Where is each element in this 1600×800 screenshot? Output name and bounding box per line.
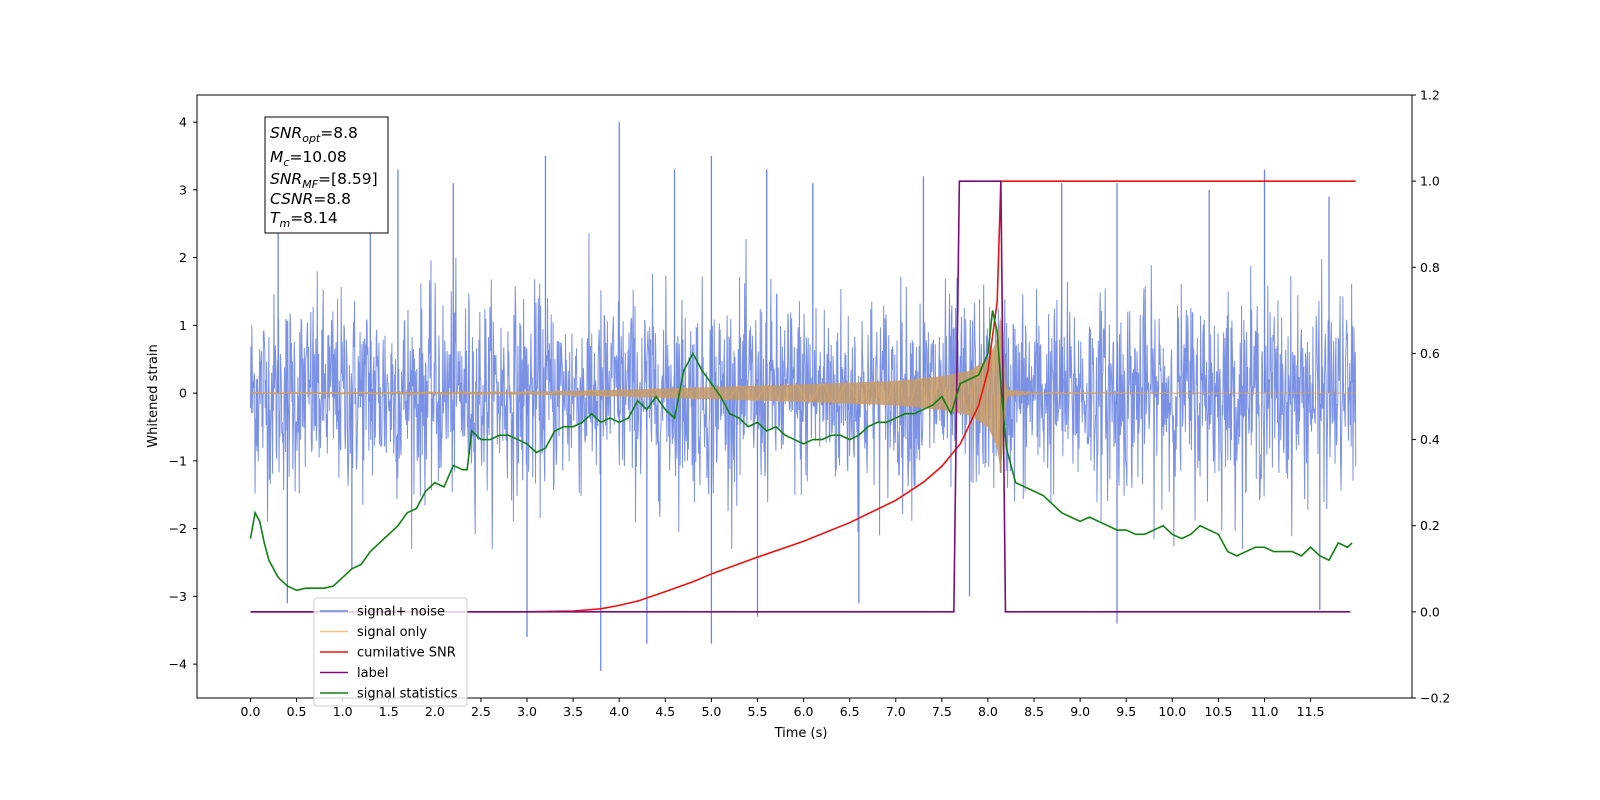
legend-label: signal+ noise — [357, 605, 445, 620]
x-tick-label: 10.5 — [1204, 704, 1232, 719]
x-tick-label: 5.5 — [748, 704, 768, 719]
x-tick-label: 1.5 — [379, 704, 399, 719]
series-signal-noise-line — [249, 233, 1357, 549]
x-tick-label: 2.0 — [425, 704, 445, 719]
legend-label: cumilative SNR — [357, 646, 456, 661]
x-tick-label: 8.0 — [978, 704, 998, 719]
annotation-line: Tm=8.14 — [270, 209, 338, 230]
x-tick-label: 10.0 — [1158, 704, 1186, 719]
x-axis: 0.0 0.5 1.0 1.5 2.0 2.5 3.0 3.5 4.0 4.5 5.0 5.5 6.0 6… — [241, 698, 1325, 719]
y2-tick-label: 1.2 — [1420, 88, 1440, 103]
x-tick-label: 0.5 — [287, 704, 307, 719]
series-signal-only-envelope — [250, 316, 1356, 470]
y2-tick-label: 0.6 — [1420, 346, 1440, 361]
annotation-line: CSNR=8.8 — [270, 190, 351, 208]
x-tick-label: 11.5 — [1297, 704, 1325, 719]
x-tick-label: 7.0 — [886, 704, 906, 719]
legend-label: signal statistics — [357, 687, 458, 702]
x-tick-label: 4.0 — [609, 704, 629, 719]
legend: signal+ noise signal only cumilative SNR la… — [313, 597, 468, 707]
x-tick-label: 2.5 — [471, 704, 491, 719]
series-cumilative-snr-line — [250, 180, 1356, 613]
annotation-frame — [264, 116, 389, 234]
x-tick-label: 0.0 — [241, 704, 261, 719]
y2-tick-label: 1.0 — [1420, 174, 1440, 189]
x-axis-label: Time (s) — [774, 726, 828, 741]
y2-tick-label: 0.4 — [1420, 432, 1440, 447]
y2-tick-label: 0.0 — [1420, 604, 1440, 619]
x-tick-label: 11.0 — [1251, 704, 1279, 719]
x-tick-label: 9.0 — [1070, 704, 1090, 719]
x-tick-label: 6.0 — [794, 704, 814, 719]
y-tick-label: −2 — [169, 521, 187, 536]
plot-frame — [196, 94, 1413, 699]
y-axis-left: −4 −3 −2 −1 0 1 2 3 4 — [169, 115, 197, 672]
y-tick-label: 2 — [179, 250, 187, 265]
legend-frame — [313, 597, 468, 707]
x-tick-label: 6.5 — [840, 704, 860, 719]
y-axis-label: Whitened strain — [146, 344, 161, 447]
y2-tick-label: −0.2 — [1420, 691, 1450, 706]
y-tick-label: 4 — [179, 115, 187, 130]
series-signal-statistics-line — [249, 310, 1353, 592]
y-tick-label: 0 — [179, 386, 187, 401]
y-axis-right: −0.2 0.0 0.2 0.4 0.6 0.8 1.0 1.2 — [1412, 88, 1450, 706]
series-signal-only-line — [250, 320, 1356, 449]
x-tick-label: 4.5 — [655, 704, 675, 719]
y-tick-label: −4 — [169, 657, 187, 672]
x-tick-label: 5.0 — [701, 704, 721, 719]
x-tick-label: 3.5 — [563, 704, 583, 719]
x-tick-label: 7.5 — [932, 704, 952, 719]
y-tick-label: −1 — [169, 453, 187, 468]
x-tick-label: 1.0 — [333, 704, 353, 719]
x-tick-label: 8.5 — [1024, 704, 1044, 719]
y-tick-label: 3 — [179, 182, 187, 197]
series-label-line — [250, 180, 1351, 613]
y-tick-label: 1 — [179, 318, 187, 333]
plot-series — [249, 122, 1357, 671]
y2-tick-label: 0.2 — [1420, 518, 1440, 533]
annotation-line: Mc=10.08 — [270, 148, 347, 169]
x-tick-label: 9.5 — [1116, 704, 1136, 719]
annotation-box: SNRopt=8.8 Mc=10.08SNRMF=[8.59]CSNR=8.8Tm… — [264, 116, 389, 234]
annotation-line: SNRopt=8.8 — [270, 124, 358, 145]
legend-label: signal only — [357, 625, 427, 640]
annotation-line: SNRMF=[8.59] — [270, 170, 378, 191]
y-tick-label: −3 — [169, 589, 187, 604]
x-tick-label: 3.0 — [517, 704, 537, 719]
y2-tick-label: 0.8 — [1420, 260, 1440, 275]
legend-label: label — [357, 666, 388, 681]
